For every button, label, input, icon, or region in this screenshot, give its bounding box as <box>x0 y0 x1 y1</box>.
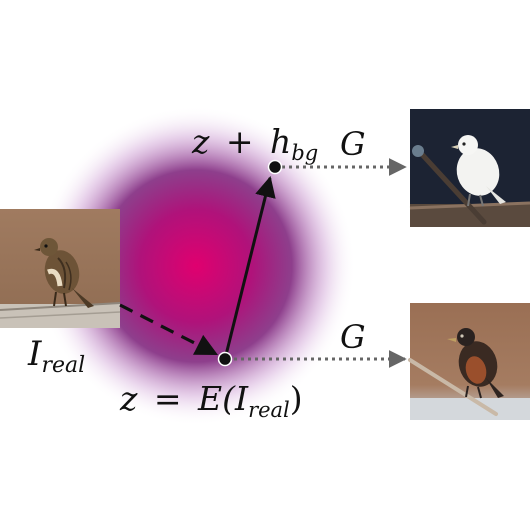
sparrow-photo-icon <box>34 238 94 308</box>
output-image-bottom <box>408 303 530 420</box>
input-image <box>0 209 121 328</box>
generator-label-top: G <box>340 125 366 163</box>
latent-space-blob <box>36 106 356 426</box>
encoder-arrow <box>119 303 218 356</box>
latent-point-shifted <box>267 159 283 175</box>
output-image-top <box>409 109 530 227</box>
starling-photo-icon <box>447 328 504 399</box>
latent-shift-arrow <box>223 175 276 360</box>
latent-point-encoded <box>217 351 233 367</box>
generator-label-bottom: G <box>340 318 366 356</box>
shifted-latent-label: z + hbg <box>191 122 318 165</box>
encoded-latent-label: z = E(Ireal) <box>119 379 303 422</box>
white-bird-photo-icon <box>451 135 506 207</box>
input-label: Ireal <box>27 334 85 378</box>
